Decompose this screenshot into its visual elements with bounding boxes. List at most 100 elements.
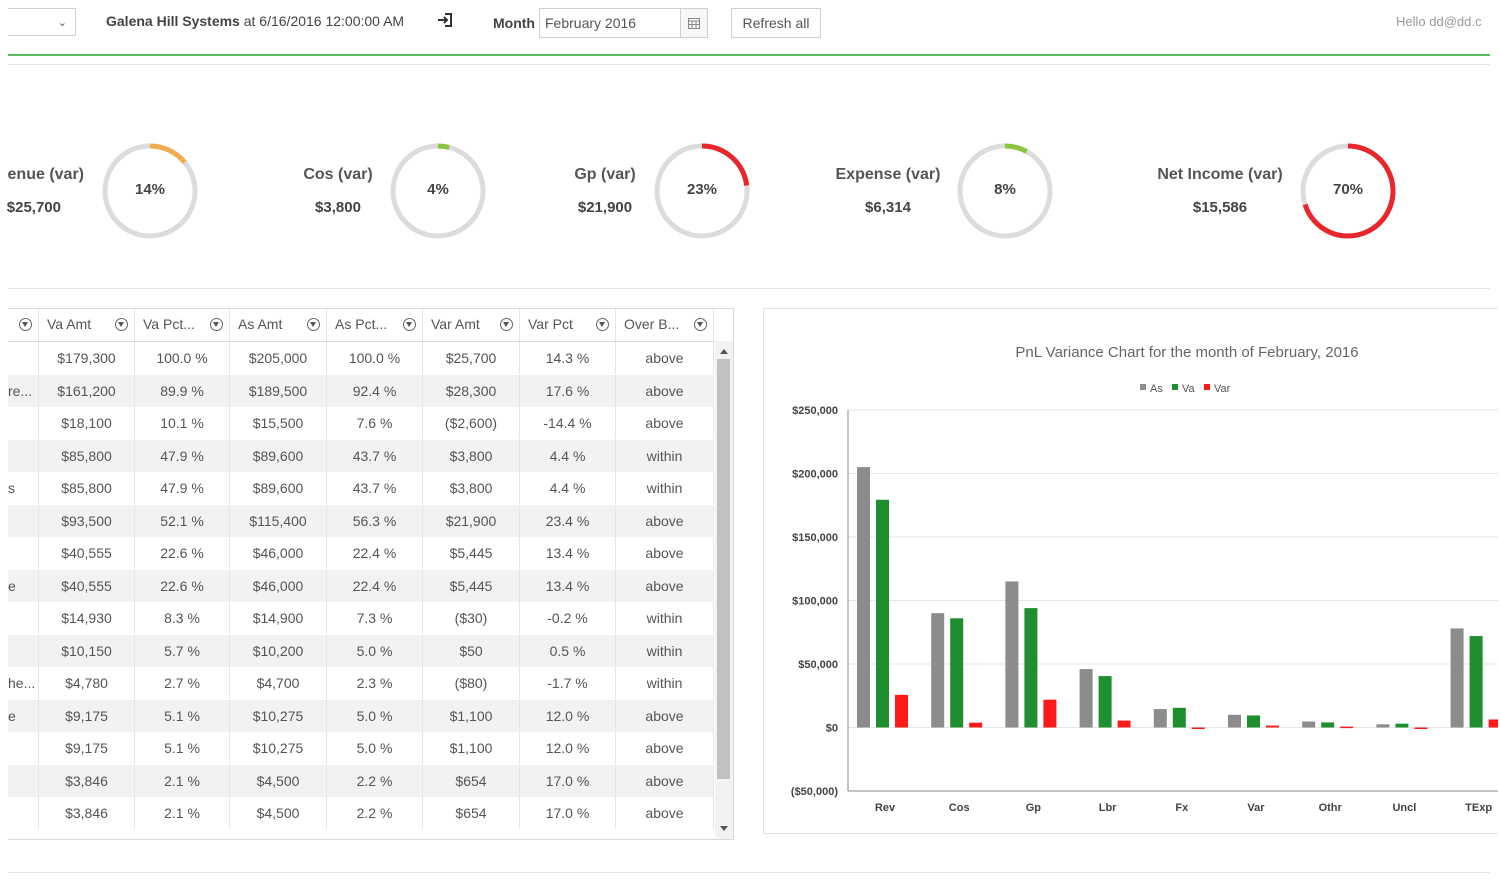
- column-header[interactable]: As Pct...: [327, 309, 423, 341]
- table-row[interactable]: $18,100 10.1 % $15,500 7.6 % ($2,600) -14.4 %…: [8, 407, 714, 440]
- month-picker-input[interactable]: February 2016: [539, 8, 708, 38]
- table-cell: $4,500: [230, 764, 327, 797]
- entity-dropdown[interactable]: ⌄: [8, 8, 76, 36]
- filter-icon[interactable]: [19, 318, 32, 331]
- bar-var-gp: [1043, 699, 1057, 728]
- column-header[interactable]: Over B...: [616, 309, 714, 341]
- vertical-scrollbar[interactable]: [715, 341, 733, 839]
- user-greeting[interactable]: Hello dd@dd.c: [1396, 14, 1482, 29]
- variance-chart-card: PnL Variance Chart for the month of Febr…: [763, 308, 1498, 834]
- table-cell: 10.1 %: [135, 407, 230, 439]
- y-tick-label: ($50,000): [791, 786, 838, 798]
- table-cell: $85,800: [39, 472, 135, 504]
- table-cell: $4,500: [230, 797, 327, 829]
- divider: [8, 64, 1490, 65]
- y-tick-label: $50,000: [798, 659, 838, 671]
- filter-icon[interactable]: [115, 318, 128, 331]
- x-tick-label: Cos: [949, 802, 970, 814]
- table-cell: [8, 797, 39, 829]
- gauge-fill: [390, 143, 486, 239]
- table-cell: $1,100: [423, 732, 520, 764]
- bar-va-texp: [1469, 636, 1483, 728]
- table-cell: 8.3 %: [135, 602, 230, 634]
- bar-va-lbr: [1098, 676, 1112, 728]
- table-row[interactable]: $40,555 22.6 % $46,000 22.4 % $5,445 13.4 % ab…: [8, 537, 714, 570]
- column-header[interactable]: Va Amt: [39, 309, 135, 341]
- table-cell: 17.0 %: [520, 764, 616, 797]
- x-tick-label: Lbr: [1099, 802, 1117, 814]
- table-cell: 89.9 %: [135, 374, 230, 407]
- gauge-fill: [102, 143, 198, 239]
- bar-var-uncl: [1414, 727, 1428, 729]
- logout-icon[interactable]: [436, 10, 456, 30]
- table-cell: [8, 732, 39, 764]
- table-row[interactable]: $85,800 47.9 % $89,600 43.7 % $3,800 4.4 % wit…: [8, 439, 714, 472]
- filter-icon[interactable]: [694, 318, 707, 331]
- table-cell: $10,150: [39, 634, 135, 667]
- y-tick-label: $200,000: [792, 469, 838, 481]
- table-row[interactable]: re... $161,200 89.9 % $189,500 92.4 % $28,300…: [8, 374, 714, 407]
- table-cell: $10,275: [230, 732, 327, 764]
- kpi-percent: 70%: [1332, 181, 1364, 198]
- table-cell: within: [616, 667, 714, 699]
- kpi-gauge: 14%: [100, 141, 200, 241]
- column-header[interactable]: Var Pct: [520, 309, 616, 341]
- column-header[interactable]: Var Amt: [423, 309, 520, 341]
- table-row[interactable]: $93,500 52.1 % $115,400 56.3 % $21,900 23.4 %…: [8, 504, 714, 537]
- refresh-all-button[interactable]: Refresh all: [731, 8, 821, 38]
- legend-label: Var: [1214, 383, 1231, 395]
- table-cell: $4,780: [39, 667, 135, 699]
- kpi-label: Net Income (var): [1157, 166, 1283, 183]
- table-cell: e: [8, 699, 39, 732]
- table-cell: [8, 342, 39, 374]
- table-row[interactable]: $14,930 8.3 % $14,900 7.3 % ($30) -0.2 % withi…: [8, 602, 714, 635]
- table-cell: 23.4 %: [520, 504, 616, 537]
- bar-va-othr: [1321, 722, 1335, 728]
- table-row[interactable]: he... $4,780 2.7 % $4,700 2.3 % ($80) -1.7 % wi…: [8, 667, 714, 700]
- top-bar: ⌄ Galena Hill Systems at 6/16/2016 12:00…: [0, 0, 1500, 56]
- scroll-down-icon[interactable]: [720, 826, 728, 831]
- table-cell: $3,800: [423, 472, 520, 504]
- bar-as-texp: [1450, 628, 1464, 728]
- x-tick-label: Fx: [1175, 802, 1189, 814]
- table-cell: -14.4 %: [520, 407, 616, 439]
- table-cell: 7.3 %: [327, 602, 423, 634]
- filter-icon[interactable]: [210, 318, 223, 331]
- company-title: Galena Hill Systems at 6/16/2016 12:00:0…: [106, 13, 404, 29]
- pnl-grid: Va Amt Va Pct... As Amt As Pct... Var Amt Var…: [8, 308, 734, 840]
- filter-icon[interactable]: [307, 318, 320, 331]
- table-row[interactable]: e $40,555 22.6 % $46,000 22.4 % $5,445 13.4 % a…: [8, 569, 714, 602]
- column-header[interactable]: As Amt: [230, 309, 327, 341]
- x-tick-label: Rev: [875, 802, 896, 814]
- bar-as-uncl: [1376, 724, 1390, 728]
- table-cell: $10,200: [230, 634, 327, 667]
- table-row[interactable]: $3,846 2.1 % $4,500 2.2 % $654 17.0 % above: [8, 797, 714, 830]
- table-cell: ($30): [423, 602, 520, 634]
- column-header[interactable]: [8, 309, 39, 341]
- table-cell: 13.4 %: [520, 537, 616, 569]
- table-row[interactable]: e $9,175 5.1 % $10,275 5.0 % $1,100 12.0 % abov…: [8, 699, 714, 732]
- table-row[interactable]: $10,150 5.7 % $10,200 5.0 % $50 0.5 % within: [8, 634, 714, 667]
- table-row[interactable]: $3,846 2.1 % $4,500 2.2 % $654 17.0 % above: [8, 764, 714, 797]
- table-row[interactable]: $179,300 100.0 % $205,000 100.0 % $25,700 14.…: [8, 342, 714, 375]
- calendar-icon[interactable]: [680, 9, 707, 37]
- column-header[interactable]: Va Pct...: [135, 309, 230, 341]
- table-cell: 2.2 %: [327, 797, 423, 829]
- x-tick-label: Uncl: [1392, 802, 1416, 814]
- table-row[interactable]: s $85,800 47.9 % $89,600 43.7 % $3,800 4.4 % wi…: [8, 472, 714, 505]
- bar-as-lbr: [1079, 669, 1093, 728]
- kpi-value: $15,586: [1192, 199, 1248, 216]
- filter-icon[interactable]: [403, 318, 416, 331]
- scroll-thumb[interactable]: [717, 359, 730, 779]
- scroll-up-icon[interactable]: [720, 349, 728, 354]
- x-tick-label: TExp: [1465, 802, 1492, 814]
- filter-icon[interactable]: [596, 318, 609, 331]
- table-cell: 17.6 %: [520, 374, 616, 407]
- table-cell: above: [616, 342, 714, 374]
- table-cell: 12.0 %: [520, 699, 616, 732]
- table-cell: $5,445: [423, 569, 520, 602]
- bar-var-othr: [1340, 726, 1354, 729]
- table-cell: 43.7 %: [327, 472, 423, 504]
- filter-icon[interactable]: [500, 318, 513, 331]
- table-row[interactable]: $9,175 5.1 % $10,275 5.0 % $1,100 12.0 % above: [8, 732, 714, 765]
